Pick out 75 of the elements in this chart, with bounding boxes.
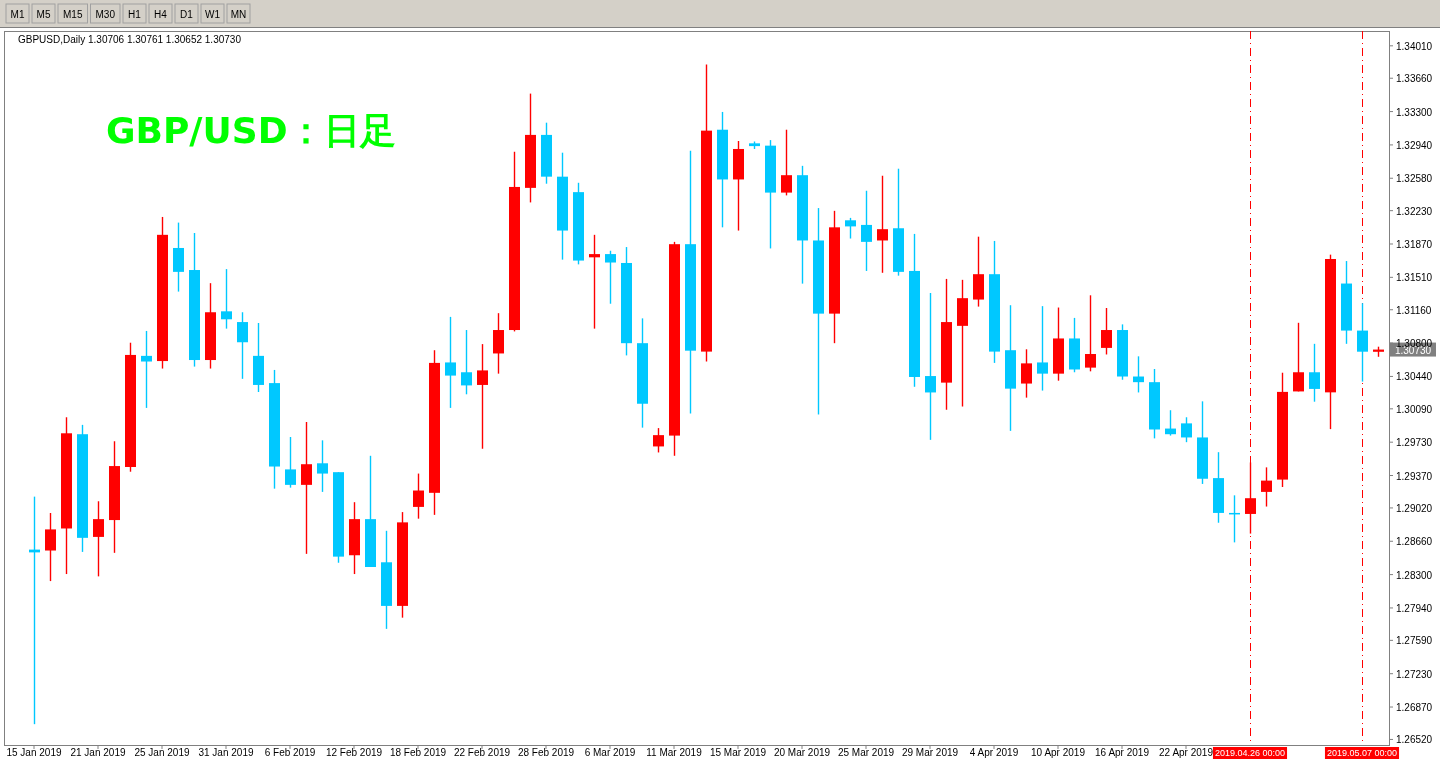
candlestick (1309, 343, 1320, 403)
candlestick (1293, 322, 1304, 393)
y-tick-label: 1.32230 (1396, 205, 1433, 217)
candlestick (1261, 466, 1272, 508)
candlestick (1037, 305, 1048, 392)
y-tick-label: 1.31510 (1396, 272, 1433, 284)
x-tick-label: 12 Feb 2019 (325, 747, 383, 758)
y-tick-label: 1.29370 (1396, 470, 1433, 482)
candlestick (445, 316, 456, 409)
x-tick-label: 22 Apr 2019 (1159, 747, 1214, 758)
x-tick-label: 15 Mar 2019 (709, 747, 767, 758)
y-tick-label: 1.26520 (1396, 734, 1433, 746)
x-tick-label: 20 Mar 2019 (773, 747, 831, 758)
x-tick-label: 21 Jan 2019 (70, 747, 126, 758)
y-tick-label: 1.32940 (1396, 139, 1433, 151)
candlestick (1021, 348, 1032, 399)
candlestick (1357, 302, 1368, 383)
x-tick-label: 10 Apr 2019 (1031, 747, 1086, 758)
text: GBP/USD：日足 (106, 110, 396, 151)
y-tick-label: 1.30440 (1396, 371, 1433, 383)
candlestick (413, 472, 424, 520)
candlestick (285, 436, 296, 489)
candlestick (1101, 307, 1112, 356)
candlestick (605, 250, 616, 305)
chart-subtitle: GBPUSD,Daily 1.30706 1.30761 1.30652 1.30730 (18, 34, 242, 45)
candlestick (93, 500, 104, 578)
x-tick-label: 18 Feb 2019 (389, 747, 447, 758)
y-tick-label: 1.31160 (1396, 304, 1432, 316)
x-tick-label: 16 Apr 2019 (1095, 747, 1150, 758)
x-tick-label: 22 Feb 2019 (453, 747, 511, 758)
candlestick (493, 312, 504, 375)
candlestick (141, 330, 152, 409)
candlestick (1181, 416, 1192, 443)
y-tick-label: 1.34010 (1396, 40, 1433, 52)
x-tick-label: 25 Jan 2019 (134, 747, 190, 758)
candlestick (1085, 294, 1096, 373)
x-tick-label: 28 Feb 2019 (517, 747, 575, 758)
y-tick-label: 1.31870 (1396, 239, 1433, 250)
y-tick-label: 1.27590 (1396, 635, 1433, 647)
x-tick-label: 6 Feb 2019 (264, 747, 316, 758)
y-tick-label: 1.32580 (1396, 173, 1433, 185)
x-tick-label: 15 Jan 2019 (6, 747, 62, 758)
x-tick-label: 25 Mar 2019 (837, 747, 895, 758)
x-tick-label: 31 Jan 2019 (198, 747, 254, 758)
date-marker-label: 2019.04.26 00:00 (1212, 747, 1288, 759)
candlestick (781, 129, 792, 197)
candlestick (861, 190, 872, 272)
y-tick-label: 1.33300 (1396, 106, 1433, 118)
candlestick (301, 421, 312, 555)
y-tick-label: 1.27940 (1396, 602, 1433, 614)
x-tick-label: 6 Mar 2019 (584, 747, 636, 758)
y-tick-label: 1.28300 (1396, 569, 1433, 581)
y-tick-label: 1.30090 (1396, 403, 1433, 415)
candlestick (653, 427, 664, 454)
y-tick-label: 1.27230 (1396, 668, 1433, 680)
candlestick (845, 217, 856, 240)
candlestick (173, 221, 184, 293)
candlestick (925, 292, 936, 441)
candlestick (45, 512, 56, 582)
x-tick-label: 11 Mar 2019 (646, 747, 703, 758)
date-marker-label: 2019.05.07 00:00 (1324, 747, 1400, 759)
y-tick-label: 1.29730 (1396, 437, 1433, 449)
y-tick-label: 1.26870 (1396, 702, 1433, 714)
x-tick-label: 29 Mar 2019 (901, 747, 959, 758)
candlestick (877, 175, 888, 274)
y-tick-label: 1.28660 (1396, 536, 1433, 548)
y-tick-label: 1.29020 (1396, 502, 1433, 514)
candlestick (221, 268, 232, 330)
candlestick (477, 343, 488, 450)
candlestick (461, 329, 472, 395)
y-tick-label: 1.33660 (1396, 73, 1433, 85)
candlestick (317, 439, 328, 493)
candlestick (237, 311, 248, 380)
candlestick (589, 234, 600, 330)
x-tick-label: 4 Apr 2019 (969, 747, 1019, 758)
